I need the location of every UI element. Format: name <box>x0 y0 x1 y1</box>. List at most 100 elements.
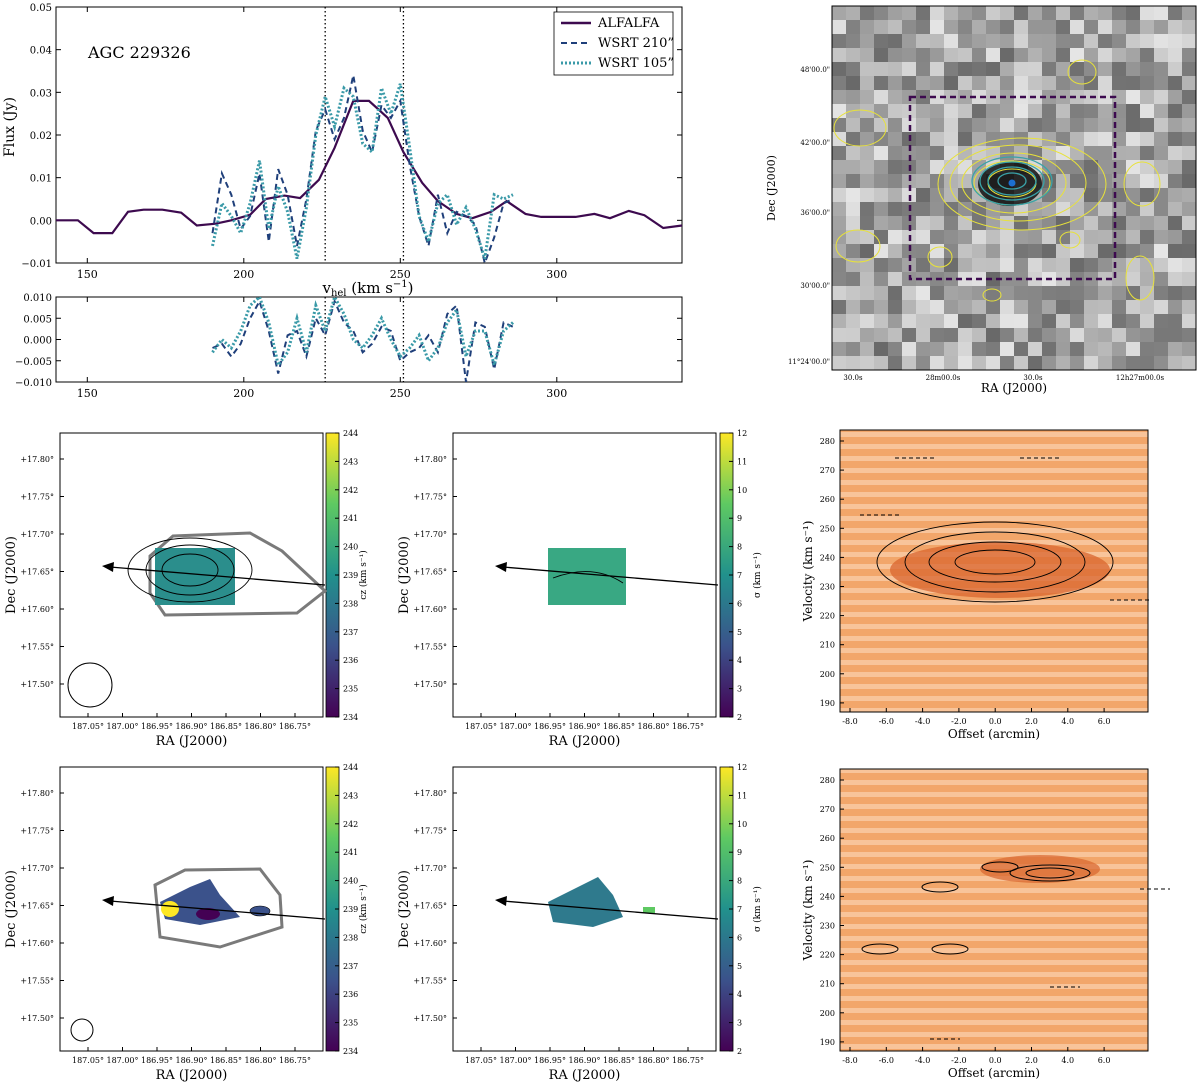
optical-pixel <box>1056 160 1070 174</box>
optical-pixel <box>930 48 944 62</box>
pv-axes-frame <box>839 768 1149 1052</box>
optical-pixel <box>1028 6 1042 20</box>
optical-pixel <box>916 34 930 48</box>
optical-pixel <box>1182 90 1196 104</box>
optical-pixel <box>1182 118 1196 132</box>
optical-pixel <box>846 314 860 328</box>
map-y-tick-label: +17.80° <box>20 789 54 798</box>
residual-panel: 150 200 250 300 −0.010 −0.005 0.000 0.005 0.010 <box>15 293 683 400</box>
map-y-tick-label: +17.55° <box>413 977 447 986</box>
optical-pixel <box>1098 356 1112 370</box>
optical-pixel <box>1028 104 1042 118</box>
optical-pixel <box>986 62 1000 76</box>
optical-pixel <box>1140 286 1154 300</box>
xlabel-sub: hel <box>331 288 347 299</box>
pv-contour <box>1025 867 1075 879</box>
optical-pixel <box>1168 62 1182 76</box>
optical-pixel <box>1042 342 1056 356</box>
optical-pixel <box>1056 272 1070 286</box>
major-axis-arrowhead <box>102 562 114 572</box>
optical-pixel <box>846 216 860 230</box>
optical-pixel <box>958 118 972 132</box>
colorbar-tick-label: 2 <box>737 1047 742 1056</box>
optical-pixel <box>1000 90 1014 104</box>
optical-pixel <box>1000 104 1014 118</box>
optical-pixel <box>1098 272 1112 286</box>
contour-patch-e <box>1123 161 1161 207</box>
optical-pixel <box>846 272 860 286</box>
optical-pixel <box>930 146 944 160</box>
optical-pixel <box>1056 258 1070 272</box>
optical-pixel <box>1168 76 1182 90</box>
optical-pixel <box>916 286 930 300</box>
optical-pixel <box>916 314 930 328</box>
optical-pixel <box>860 160 874 174</box>
optical-pixel <box>1028 48 1042 62</box>
contour-2 <box>949 144 1087 222</box>
optical-pixel <box>902 216 916 230</box>
optical-pixel <box>888 230 902 244</box>
optical-pixel <box>1070 314 1084 328</box>
optical-pixel <box>860 300 874 314</box>
optical-pixel <box>944 188 958 202</box>
optical-pixel <box>1098 6 1112 20</box>
series-line-2 <box>211 83 514 260</box>
optical-pixel <box>972 230 986 244</box>
optical-pixel <box>846 202 860 216</box>
optical-pixel <box>1084 230 1098 244</box>
optical-pixel <box>1042 104 1056 118</box>
colorbar-tick-label: 237 <box>343 962 358 971</box>
contour-3 <box>961 152 1067 214</box>
optical-pixel <box>1000 356 1014 370</box>
optical-pixel <box>930 300 944 314</box>
optical-pixel <box>1168 202 1182 216</box>
pv-y-tick-label: 190 <box>820 699 835 708</box>
optical-pixel <box>874 300 888 314</box>
optical-pixel <box>972 286 986 300</box>
optical-pixel <box>874 216 888 230</box>
colorbar-tick-label: 8 <box>737 543 742 552</box>
optical-pixel <box>1154 48 1168 62</box>
optical-pixel <box>874 34 888 48</box>
optical-pixel <box>832 356 846 370</box>
optical-pixel <box>944 174 958 188</box>
optical-pixel <box>944 118 958 132</box>
optical-pixel <box>1098 104 1112 118</box>
optical-pixel <box>1140 132 1154 146</box>
optical-pixel <box>916 6 930 20</box>
optical-pixel <box>986 132 1000 146</box>
pv-x-tick-label: 4.0 <box>1061 1056 1074 1065</box>
optical-pixel <box>1070 202 1084 216</box>
colorbar-tick-label: 5 <box>737 628 742 637</box>
optical-pixel <box>1168 342 1182 356</box>
colorbar-tick-label: 240 <box>343 543 358 552</box>
pv-x-tick-label: 2.0 <box>1025 1056 1038 1065</box>
optical-pixel <box>1182 286 1196 300</box>
optical-greyscale-pixels <box>832 6 1196 370</box>
optical-pixel <box>902 20 916 34</box>
colorbar-label: cz (km s⁻¹) <box>358 550 369 600</box>
optical-pixel <box>986 356 1000 370</box>
colorbar-tick-label: 11 <box>737 791 747 800</box>
map-x-tick-label: 186.95° <box>534 1056 566 1065</box>
optical-pixel <box>874 90 888 104</box>
optical-pixel <box>1084 244 1098 258</box>
optical-pixel <box>1042 160 1056 174</box>
optical-pixel <box>916 132 930 146</box>
optical-pixel <box>1140 118 1154 132</box>
optical-pixel <box>1140 258 1154 272</box>
optical-pixel <box>1168 90 1182 104</box>
colorbar-tick-label: 10 <box>737 820 747 829</box>
optical-pixel <box>1070 258 1084 272</box>
optical-pixel <box>902 328 916 342</box>
major-axis-arrowhead <box>495 562 507 572</box>
optical-pixel <box>1182 216 1196 230</box>
xlabel-main: v <box>321 279 331 297</box>
optical-pixel <box>874 160 888 174</box>
optical-pixel <box>944 76 958 90</box>
optical-pixel <box>1140 34 1154 48</box>
optical-pixel <box>1070 118 1084 132</box>
optical-pixel <box>1154 174 1168 188</box>
optical-pixel <box>1098 20 1112 34</box>
optical-pixel <box>986 286 1000 300</box>
